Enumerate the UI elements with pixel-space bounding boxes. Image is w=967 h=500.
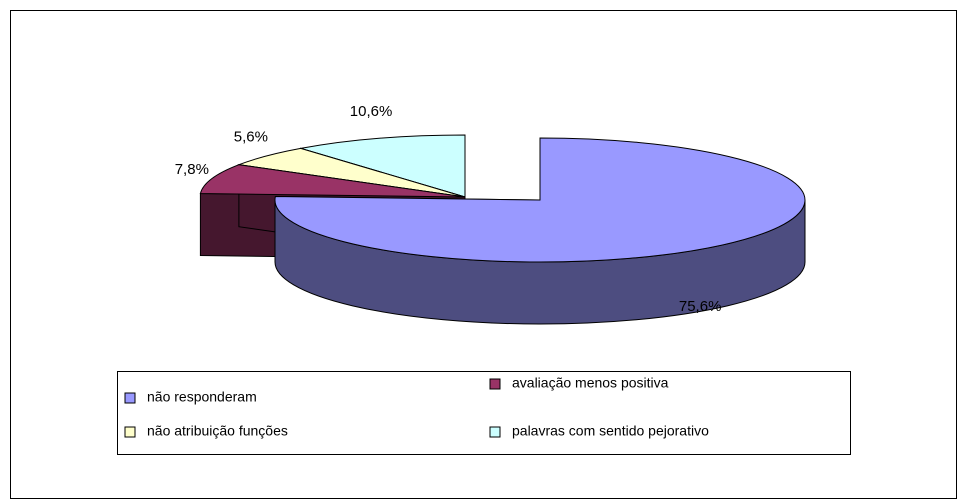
legend-swatch: [124, 392, 136, 404]
pie-slice: [199, 164, 466, 198]
data-label: 10,6%: [350, 103, 393, 120]
legend-box: [117, 371, 851, 455]
legend-label: avaliação menos positiva: [512, 375, 669, 391]
data-label: 7,8%: [175, 161, 209, 178]
pie-slice: [300, 134, 466, 198]
data-label: 75,6%: [679, 298, 722, 315]
legend-label: palavras com sentido pejorativo: [512, 423, 709, 439]
pie-slice: [274, 137, 806, 263]
legend-swatch: [489, 378, 501, 390]
data-label: 5,6%: [234, 128, 268, 145]
legend-swatch: [124, 426, 136, 438]
legend-label: não atribuição funções: [147, 423, 288, 439]
legend-label: não responderam: [147, 389, 257, 405]
legend-swatch: [489, 426, 501, 438]
